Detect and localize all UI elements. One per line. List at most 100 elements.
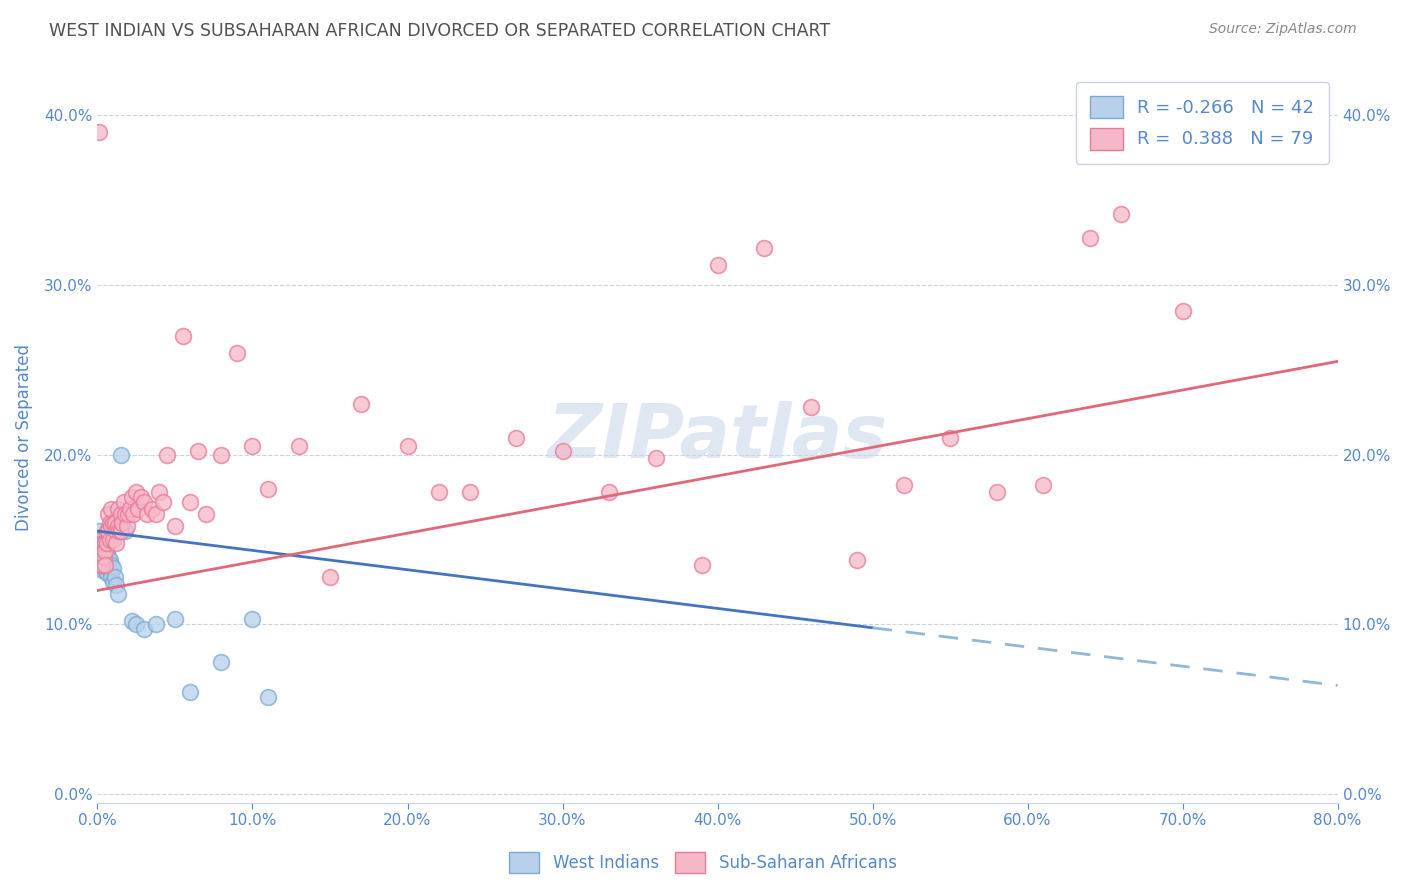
Point xyxy=(87,125,110,139)
Point xyxy=(98,533,121,547)
Point xyxy=(211,448,233,462)
Point xyxy=(91,558,114,572)
Point xyxy=(156,448,179,462)
Point xyxy=(706,258,728,272)
Point xyxy=(97,507,120,521)
Point xyxy=(132,623,155,637)
Point xyxy=(132,495,155,509)
Point xyxy=(114,507,136,521)
Point xyxy=(986,485,1008,500)
Point xyxy=(101,561,124,575)
Point xyxy=(125,485,148,500)
Point xyxy=(163,612,186,626)
Point xyxy=(91,544,114,558)
Point xyxy=(752,241,775,255)
Point xyxy=(690,558,713,572)
Point xyxy=(1109,207,1132,221)
Point xyxy=(101,574,124,589)
Point xyxy=(163,519,186,533)
Point xyxy=(111,516,134,530)
Point xyxy=(145,617,167,632)
Point xyxy=(211,655,233,669)
Point xyxy=(110,448,132,462)
Point xyxy=(100,570,122,584)
Point xyxy=(103,570,125,584)
Point xyxy=(107,587,129,601)
Point xyxy=(94,536,117,550)
Point xyxy=(118,502,141,516)
Point xyxy=(105,524,128,538)
Point xyxy=(257,690,280,705)
Point xyxy=(148,485,170,500)
Point xyxy=(505,431,527,445)
Point xyxy=(179,685,201,699)
Point xyxy=(93,558,115,572)
Point xyxy=(152,495,174,509)
Point xyxy=(96,546,118,560)
Point xyxy=(105,536,128,550)
Point xyxy=(117,507,139,521)
Point xyxy=(427,485,450,500)
Point xyxy=(179,495,201,509)
Point xyxy=(93,541,115,555)
Point xyxy=(96,566,118,581)
Point xyxy=(288,439,311,453)
Point xyxy=(396,439,419,453)
Point xyxy=(107,519,129,533)
Point xyxy=(127,502,149,516)
Point xyxy=(551,444,574,458)
Point xyxy=(101,516,124,530)
Point xyxy=(458,485,481,500)
Point xyxy=(94,553,117,567)
Point xyxy=(87,541,110,555)
Point xyxy=(93,549,115,564)
Text: ZIPatlas: ZIPatlas xyxy=(547,401,887,475)
Point xyxy=(107,502,129,516)
Point xyxy=(242,612,264,626)
Legend: West Indians, Sub-Saharan Africans: West Indians, Sub-Saharan Africans xyxy=(502,846,904,880)
Point xyxy=(87,541,110,555)
Point xyxy=(110,507,132,521)
Point xyxy=(98,563,121,577)
Point xyxy=(94,563,117,577)
Point xyxy=(111,507,134,521)
Point xyxy=(242,439,264,453)
Point xyxy=(101,533,124,547)
Point xyxy=(122,507,145,521)
Point xyxy=(114,524,136,538)
Point xyxy=(110,524,132,538)
Text: WEST INDIAN VS SUBSAHARAN AFRICAN DIVORCED OR SEPARATED CORRELATION CHART: WEST INDIAN VS SUBSAHARAN AFRICAN DIVORC… xyxy=(49,22,831,40)
Point xyxy=(100,558,122,572)
Point xyxy=(226,346,249,360)
Point xyxy=(93,549,115,564)
Point xyxy=(846,553,869,567)
Point xyxy=(97,524,120,538)
Point xyxy=(96,555,118,569)
Point xyxy=(91,544,114,558)
Point xyxy=(1171,303,1194,318)
Point xyxy=(105,578,128,592)
Point xyxy=(172,329,194,343)
Point xyxy=(598,485,620,500)
Point xyxy=(96,536,118,550)
Point xyxy=(90,558,112,572)
Point xyxy=(90,533,112,547)
Y-axis label: Divorced or Separated: Divorced or Separated xyxy=(15,344,32,532)
Point xyxy=(893,478,915,492)
Point xyxy=(94,536,117,550)
Point xyxy=(319,570,342,584)
Point xyxy=(257,482,280,496)
Legend: R = -0.266   N = 42, R =  0.388   N = 79: R = -0.266 N = 42, R = 0.388 N = 79 xyxy=(1076,82,1329,164)
Point xyxy=(91,536,114,550)
Point xyxy=(939,431,962,445)
Point xyxy=(129,490,152,504)
Point xyxy=(145,507,167,521)
Point xyxy=(91,536,114,550)
Point xyxy=(1078,230,1101,244)
Point xyxy=(91,553,114,567)
Point xyxy=(97,549,120,564)
Point xyxy=(103,516,125,530)
Point xyxy=(350,397,373,411)
Point xyxy=(93,536,115,550)
Point xyxy=(800,401,823,415)
